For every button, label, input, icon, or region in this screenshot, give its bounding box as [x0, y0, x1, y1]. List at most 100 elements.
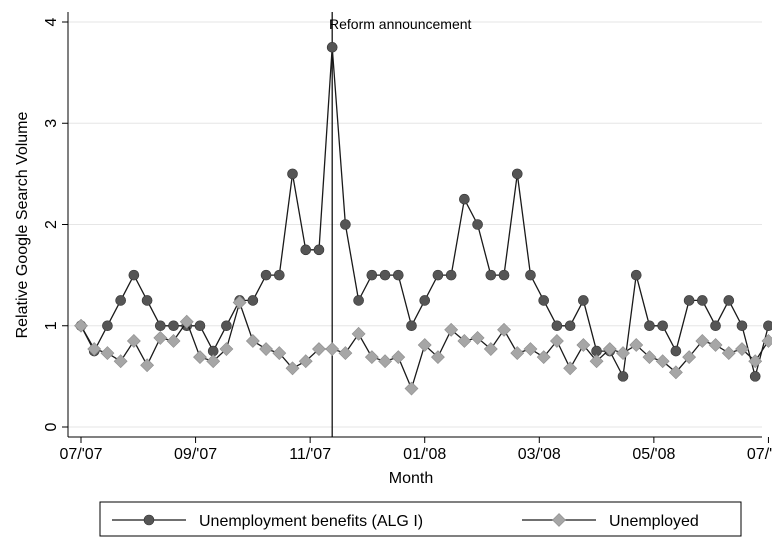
data-point: [87, 342, 102, 356]
data-point: [113, 354, 128, 369]
data-point: [193, 350, 207, 365]
data-point: [219, 342, 234, 356]
data-point: [245, 334, 260, 348]
data-point: [366, 269, 378, 281]
series: [74, 42, 772, 396]
legend-marker: [143, 514, 155, 526]
data-point: [285, 361, 300, 376]
data-point: [419, 295, 431, 306]
data-point: [404, 381, 419, 396]
data-point: [155, 320, 166, 332]
legend-item-unemployed: Unemployed: [522, 513, 699, 530]
data-point: [102, 320, 113, 332]
data-point: [697, 295, 708, 306]
data-point: [141, 295, 153, 306]
data-point: [313, 244, 325, 256]
data-point: [498, 269, 510, 281]
legend-label: Unemployed: [609, 513, 699, 530]
legend-item-benefits: Unemployment benefits (ALG I): [112, 513, 423, 530]
x-tick-label: 07/'07: [59, 446, 102, 463]
legend-marker: [552, 513, 566, 527]
data-point: [763, 320, 772, 332]
data-point: [749, 371, 761, 382]
data-point: [629, 338, 644, 352]
data-point: [391, 350, 406, 365]
data-point: [695, 334, 710, 348]
data-point: [723, 295, 735, 306]
data-point: [536, 350, 551, 365]
data-point: [115, 295, 126, 306]
data-point: [563, 361, 578, 376]
data-point: [338, 346, 353, 361]
data-point: [179, 314, 194, 329]
data-point: [735, 342, 749, 356]
data-point: [140, 358, 155, 373]
data-point: [578, 295, 589, 306]
data-point: [510, 346, 525, 361]
data-point: [392, 269, 404, 281]
data-point: [100, 346, 115, 361]
data-point: [523, 342, 538, 356]
x-tick-label: 03/'08: [518, 446, 561, 463]
data-point: [378, 354, 392, 369]
data-point: [406, 320, 417, 332]
data-point: [549, 334, 564, 348]
data-point: [538, 295, 550, 306]
data-point: [644, 320, 655, 332]
data-point: [721, 346, 736, 361]
data-point: [616, 346, 630, 361]
data-point: [708, 338, 723, 352]
data-point: [379, 269, 391, 281]
data-point: [564, 320, 576, 332]
data-point: [736, 320, 748, 332]
y-tick-label: 1: [43, 321, 60, 330]
data-point: [351, 326, 366, 341]
y-axis-title: Relative Google Search Volume: [14, 112, 31, 339]
data-point: [194, 320, 206, 332]
series-unemployed: [74, 295, 772, 396]
data-point: [472, 219, 483, 230]
x-tick-label: 05/'08: [632, 446, 675, 463]
y-tick-label: 0: [43, 422, 60, 431]
data-point: [483, 342, 498, 356]
data-point: [259, 342, 274, 356]
data-point: [668, 365, 683, 380]
legend-label: Unemployment benefits (ALG I): [199, 513, 423, 530]
data-point: [432, 269, 444, 281]
grid-lines: [68, 21, 762, 428]
data-point: [525, 269, 536, 281]
data-point: [300, 244, 312, 256]
data-point: [748, 354, 763, 369]
data-point: [287, 168, 298, 180]
data-point: [655, 354, 670, 369]
y-tick-label: 2: [43, 220, 60, 229]
reform-annotation-label: Reform announcement: [329, 16, 472, 32]
x-axis-title: Month: [389, 470, 433, 487]
data-point: [551, 320, 563, 332]
data-point: [325, 342, 340, 356]
data-point: [459, 193, 470, 205]
data-point: [431, 350, 445, 365]
data-point: [589, 354, 604, 369]
data-point: [485, 269, 497, 281]
axes: 0 1 2 3 4 07/'07 09/'07 11/'07 01/'08 03/'08 05/'0…: [43, 12, 772, 463]
data-point: [206, 354, 221, 369]
data-point: [417, 338, 432, 352]
data-point: [761, 334, 772, 348]
data-point: [353, 295, 364, 306]
data-point: [457, 334, 472, 348]
data-point: [710, 320, 721, 332]
data-point: [232, 295, 247, 310]
data-point: [444, 322, 459, 337]
data-point: [168, 320, 179, 332]
x-tick-label: 09/'07: [174, 446, 217, 463]
data-point: [682, 350, 697, 365]
data-point: [364, 350, 379, 365]
data-point: [630, 269, 642, 281]
data-point: [642, 350, 657, 365]
y-tick-label: 3: [43, 119, 60, 128]
data-point: [247, 295, 259, 306]
data-point: [312, 342, 326, 356]
data-point: [470, 330, 485, 345]
